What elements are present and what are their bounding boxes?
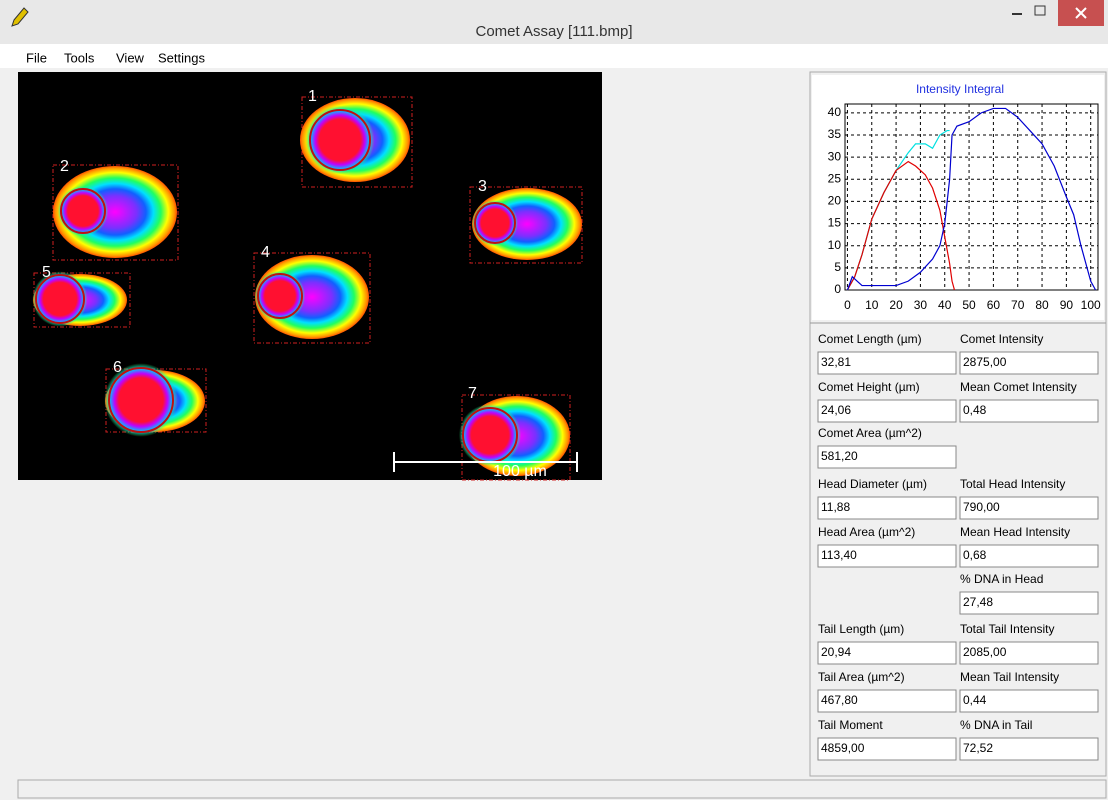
field-label: Head Area (µm^2): [818, 525, 915, 539]
window: Comet Assay [111.bmp] 1 2 3 4 5 6 7 100 µm Int…: [0, 0, 1108, 800]
y-tick-label: 30: [828, 149, 842, 163]
field-value: 72,52: [963, 741, 993, 755]
x-tick-label: 40: [938, 298, 952, 312]
y-tick-label: 20: [828, 194, 842, 208]
page: Comet Assay [111.bmp] 1 2 3 4 5 6 7 100 µm Int…: [0, 0, 1108, 805]
y-tick-label: 15: [828, 216, 842, 230]
comet-head: [472, 200, 518, 246]
plot-frame: [845, 104, 1098, 290]
y-tick-label: 40: [828, 105, 842, 119]
field-value: 24,06: [821, 403, 851, 417]
comet-head: [255, 271, 306, 322]
comet-head: [306, 106, 375, 175]
field-label: Total Head Intensity: [960, 477, 1065, 491]
field-label: Tail Length (µm): [818, 622, 904, 636]
x-tick-label: 20: [889, 298, 903, 312]
window-title: Comet Assay [111.bmp]: [475, 23, 632, 40]
field-value: 32,81: [821, 355, 851, 369]
field-label: Comet Length (µm): [818, 332, 922, 346]
field-value: 20,94: [821, 645, 851, 659]
status-bar: [0, 778, 1108, 800]
field-label: Tail Moment: [818, 718, 883, 732]
menu-item[interactable]: File: [26, 50, 47, 65]
x-tick-label: 0: [844, 298, 851, 312]
field-value: 2085,00: [963, 645, 1007, 659]
chart-title: Intensity Integral: [916, 82, 1004, 96]
x-tick-label: 60: [987, 298, 1001, 312]
comet-head: [32, 271, 87, 326]
x-tick-label: 80: [1035, 298, 1049, 312]
x-tick-label: 100: [1081, 298, 1101, 312]
field-value: 0,68: [963, 548, 987, 562]
x-tick-label: 50: [962, 298, 976, 312]
field-value: 790,00: [963, 500, 1000, 514]
menu-item[interactable]: View: [116, 50, 145, 65]
field-label: % DNA in Head: [960, 572, 1043, 586]
y-tick-label: 0: [834, 282, 841, 296]
scale-bar-label: 100 µm: [493, 463, 547, 480]
field-value: 467,80: [821, 693, 858, 707]
comet-label: 7: [468, 385, 477, 402]
field-value: 4859,00: [821, 741, 865, 755]
x-tick-label: 90: [1060, 298, 1074, 312]
field-label: Comet Area (µm^2): [818, 426, 922, 440]
comet-label: 2: [60, 158, 69, 175]
x-tick-label: 30: [914, 298, 928, 312]
y-tick-label: 25: [828, 171, 842, 185]
menu-item[interactable]: Tools: [64, 50, 95, 65]
field-label: Mean Head Intensity: [960, 525, 1070, 539]
field-label: Mean Tail Intensity: [960, 670, 1059, 684]
field-label: Head Diameter (µm): [818, 477, 927, 491]
field-value: 0,48: [963, 403, 987, 417]
y-tick-label: 5: [834, 260, 841, 274]
comet-label: 6: [113, 359, 122, 376]
comet-label: 1: [308, 88, 317, 105]
field-label: Tail Area (µm^2): [818, 670, 905, 684]
y-tick-label: 35: [828, 127, 842, 141]
field-value: 11,88: [821, 500, 850, 514]
x-tick-label: 70: [1011, 298, 1025, 312]
field-label: Total Tail Intensity: [960, 622, 1055, 636]
comet-head: [459, 404, 521, 466]
comet-label: 4: [261, 244, 270, 261]
field-value: 0,44: [963, 693, 987, 707]
field-label: Comet Intensity: [960, 332, 1043, 346]
y-tick-label: 10: [828, 238, 842, 252]
field-value: 2875,00: [963, 355, 1007, 369]
field-value: 113,40: [821, 548, 857, 562]
comet-head: [58, 186, 109, 237]
menu-item[interactable]: Settings: [158, 50, 205, 65]
field-label: Comet Height (µm): [818, 380, 920, 394]
field-value: 27,48: [963, 595, 993, 609]
comet-label: 3: [478, 178, 487, 195]
comet-label: 5: [42, 264, 51, 281]
field-label: Mean Comet Intensity: [960, 380, 1077, 394]
x-tick-label: 10: [865, 298, 879, 312]
field-label: % DNA in Tail: [960, 718, 1032, 732]
field-value: 581,20: [821, 449, 858, 463]
